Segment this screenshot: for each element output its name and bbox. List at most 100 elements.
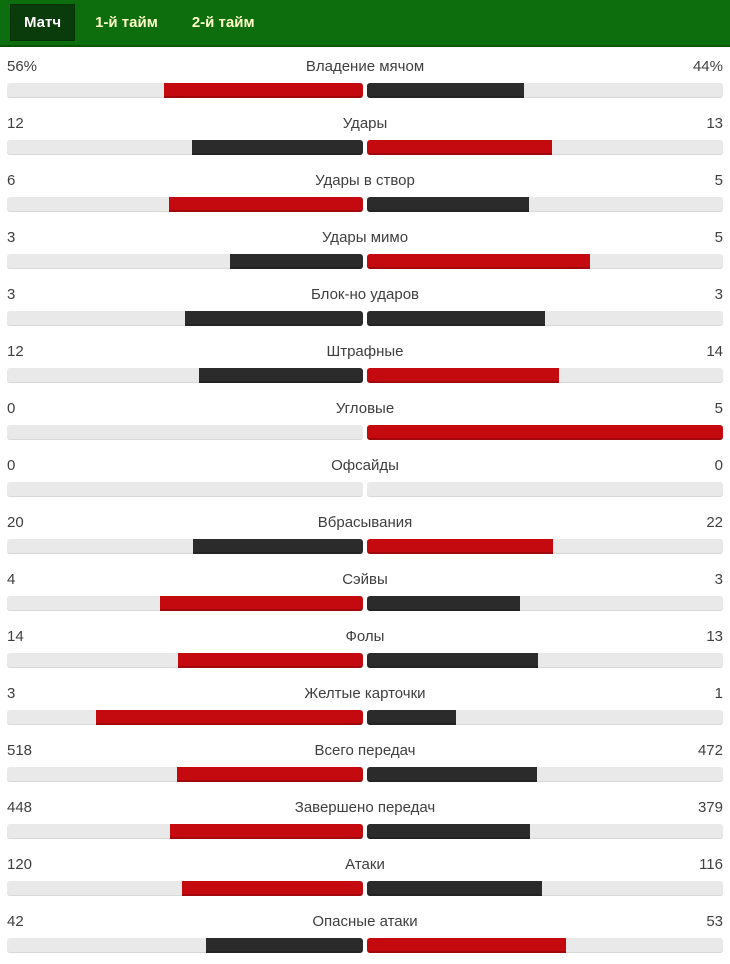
- stat-row: 14 Фолы 13: [7, 619, 723, 676]
- stat-bars: [7, 311, 723, 326]
- stat-row: 4 Сэйвы 3: [7, 562, 723, 619]
- stat-row-header: 6 Удары в створ 5: [7, 172, 723, 190]
- home-bar: [176, 767, 363, 782]
- home-bar: [96, 710, 363, 725]
- stat-bars: [7, 140, 723, 155]
- stat-label: Угловые: [335, 400, 395, 417]
- away-bar: [367, 710, 456, 725]
- away-value: 13: [706, 628, 723, 645]
- away-value: 379: [697, 799, 723, 816]
- stat-label: Опасные атаки: [312, 913, 418, 930]
- home-bar: [163, 83, 363, 98]
- stat-row: 448 Завершено передач 379: [7, 790, 723, 847]
- stat-label: Завершено передач: [294, 799, 436, 816]
- away-bar-track: [367, 767, 723, 782]
- away-bar-track: [367, 539, 723, 554]
- home-bar-track: [7, 482, 363, 497]
- away-value: 5: [714, 172, 723, 189]
- away-bar-track: [367, 938, 723, 953]
- tab-match[interactable]: Матч: [10, 4, 76, 41]
- home-bar: [181, 881, 363, 896]
- away-bar-track: [367, 197, 723, 212]
- period-tabs: Матч 1-й тайм 2-й тайм: [0, 0, 730, 47]
- away-bar-track: [367, 140, 723, 155]
- stat-bars: [7, 938, 723, 953]
- away-bar: [367, 83, 524, 98]
- home-value: 3: [7, 286, 16, 303]
- away-value: 5: [714, 229, 723, 246]
- tab-first-half[interactable]: 1-й тайм: [95, 14, 158, 31]
- stat-bars: [7, 254, 723, 269]
- stat-row: 6 Удары в створ 5: [7, 163, 723, 220]
- stat-label: Вбрасывания: [317, 514, 413, 531]
- away-bar: [367, 938, 566, 953]
- home-value: 12: [7, 343, 24, 360]
- stat-row-header: 20 Вбрасывания 22: [7, 514, 723, 532]
- home-bar-track: [7, 368, 363, 383]
- away-value: 22: [706, 514, 723, 531]
- stat-row-header: 12 Удары 13: [7, 115, 723, 133]
- stat-bars: [7, 368, 723, 383]
- away-bar-track: [367, 368, 723, 383]
- stat-label: Желтые карточки: [304, 685, 426, 702]
- home-value: 518: [7, 742, 33, 759]
- stat-bars: [7, 83, 723, 98]
- stat-row-header: 42 Опасные атаки 53: [7, 913, 723, 931]
- stat-label: Фолы: [345, 628, 385, 645]
- away-value: 0: [714, 457, 723, 474]
- home-bar: [205, 938, 363, 953]
- home-value: 12: [7, 115, 24, 132]
- away-bar: [367, 824, 531, 839]
- stat-row-header: 0 Офсайды 0: [7, 457, 723, 475]
- stat-label: Блок-но ударов: [310, 286, 420, 303]
- home-value: 56%: [7, 58, 38, 75]
- away-value: 13: [706, 115, 723, 132]
- stat-row-header: 3 Желтые карточки 1: [7, 685, 723, 703]
- away-value: 1: [714, 685, 723, 702]
- stat-row-header: 56% Владение мячом 44%: [7, 58, 723, 76]
- away-bar-track: [367, 425, 723, 440]
- away-bar: [367, 140, 553, 155]
- tab-second-half[interactable]: 2-й тайм: [191, 14, 255, 31]
- home-bar: [185, 311, 363, 326]
- home-bar-track: [7, 881, 363, 896]
- away-bar-track: [367, 653, 723, 668]
- away-bar-track: [367, 311, 723, 326]
- stat-label: Сэйвы: [342, 571, 388, 588]
- stat-row: 12 Штрафные 14: [7, 334, 723, 391]
- home-value: 3: [7, 229, 16, 246]
- home-bar-track: [7, 824, 363, 839]
- home-bar: [159, 596, 363, 611]
- stat-label: Удары мимо: [321, 229, 409, 246]
- stat-row-header: 14 Фолы 13: [7, 628, 723, 646]
- home-bar: [193, 539, 363, 554]
- stat-row: 12 Удары 13: [7, 106, 723, 163]
- away-bar: [367, 425, 723, 440]
- stat-bars: [7, 539, 723, 554]
- away-value: 472: [697, 742, 723, 759]
- away-bar-track: [367, 83, 723, 98]
- away-value: 5: [714, 400, 723, 417]
- stat-row: 0 Угловые 5: [7, 391, 723, 448]
- stat-row: 42 Опасные атаки 53: [7, 904, 723, 961]
- away-bar-track: [367, 596, 723, 611]
- away-value: 116: [699, 856, 723, 873]
- stat-row-header: 4 Сэйвы 3: [7, 571, 723, 589]
- stat-label: Удары: [342, 115, 388, 132]
- stat-row-header: 12 Штрафные 14: [7, 343, 723, 361]
- away-value: 53: [706, 913, 723, 930]
- away-bar: [367, 653, 539, 668]
- stat-label: Всего передач: [314, 742, 416, 759]
- home-bar: [192, 140, 363, 155]
- home-bar-track: [7, 311, 363, 326]
- home-value: 120: [7, 856, 33, 873]
- away-bar-track: [367, 881, 723, 896]
- stat-row: 56% Владение мячом 44%: [7, 49, 723, 106]
- stat-label: Атаки: [345, 856, 385, 873]
- home-value: 0: [7, 400, 16, 417]
- stat-row: 20 Вбрасывания 22: [7, 505, 723, 562]
- away-value: 44%: [692, 58, 723, 75]
- away-bar: [367, 254, 590, 269]
- stat-label: Удары в створ: [315, 172, 415, 189]
- home-value: 448: [7, 799, 33, 816]
